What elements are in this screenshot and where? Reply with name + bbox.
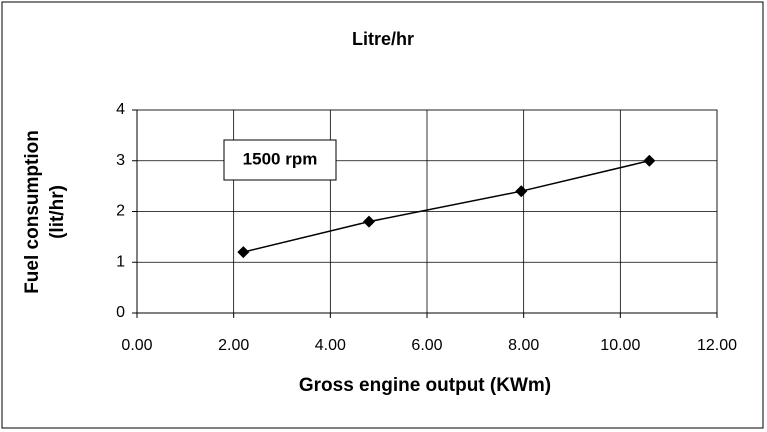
x-tick-label: 10.00 <box>600 337 640 354</box>
series-line <box>243 160 650 253</box>
data-point <box>643 154 656 167</box>
y-axis-label: Fuel consumption <box>22 130 43 294</box>
annotation-box <box>223 139 337 181</box>
chart-title: Litre/hr <box>352 29 414 49</box>
y-tick-label: 0 <box>116 304 125 321</box>
y-tick-label: 2 <box>116 203 125 220</box>
x-axis-label: Gross engine output (KWm) <box>299 375 551 396</box>
y-tick-label: 4 <box>116 101 125 118</box>
y-tick-label: 1 <box>116 253 125 270</box>
x-tick-label: 2.00 <box>218 337 249 354</box>
data-point <box>237 246 250 259</box>
x-tick-label: 8.00 <box>508 337 539 354</box>
data-point <box>363 215 375 228</box>
x-tick-label: 12.00 <box>697 337 737 354</box>
x-tick-label: 0.00 <box>121 337 152 354</box>
y-axis-label: (lit/hr) <box>47 185 68 239</box>
data-point <box>515 185 528 198</box>
x-tick-label: 4.00 <box>315 337 346 354</box>
y-tick-label: 3 <box>116 152 125 169</box>
x-tick-label: 6.00 <box>411 337 442 354</box>
annotation: 1500 rpm <box>243 149 318 168</box>
